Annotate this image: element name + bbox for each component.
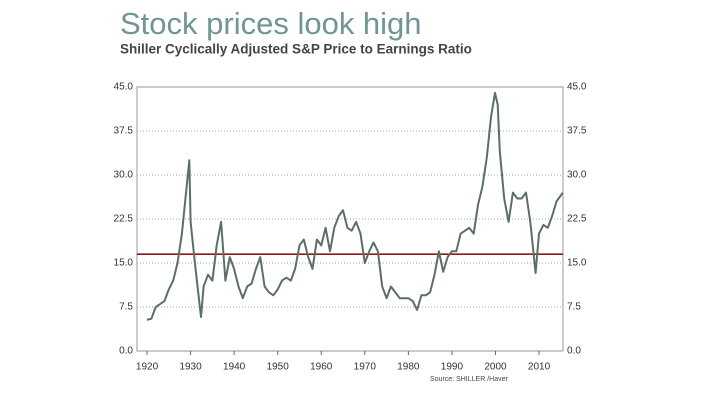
y2-tick-label: 45.0: [567, 82, 587, 93]
y2-tick-label: 0.0: [567, 346, 581, 357]
y-tick-label: 7.5: [119, 302, 133, 313]
y2-tick-label: 15.0: [567, 258, 587, 269]
chart-subtitle: Shiller Cyclically Adjusted S&P Price to…: [120, 42, 472, 57]
y-tick-label: 15.0: [114, 258, 134, 269]
y2-tick-label: 7.5: [567, 302, 581, 313]
x-tick-label: 1990: [441, 362, 464, 373]
x-tick-label: 1920: [136, 362, 159, 373]
y-tick-label: 30.0: [114, 170, 134, 181]
y-tick-label: 45.0: [114, 82, 134, 93]
y2-tick-label: 22.5: [567, 214, 587, 225]
data-line: [146, 91, 564, 321]
x-tick-label: 2010: [528, 362, 551, 373]
x-tick-label: 1940: [223, 362, 246, 373]
x-tick-label: 1960: [310, 362, 333, 373]
y-tick-label: 37.5: [114, 126, 134, 137]
y-tick-label: 0.0: [119, 346, 133, 357]
x-tick-label: 1930: [179, 362, 202, 373]
chart-title: Stock prices look high: [120, 6, 422, 41]
source-note: Source: SHILLER /Haver: [430, 376, 508, 383]
y2-tick-label: 30.0: [567, 170, 587, 181]
x-tick-label: 1950: [267, 362, 290, 373]
x-tick-label: 2000: [484, 362, 507, 373]
y-tick-label: 22.5: [114, 214, 134, 225]
y2-tick-label: 37.5: [567, 126, 587, 137]
x-tick-label: 1980: [397, 362, 420, 373]
x-tick-label: 1970: [354, 362, 377, 373]
